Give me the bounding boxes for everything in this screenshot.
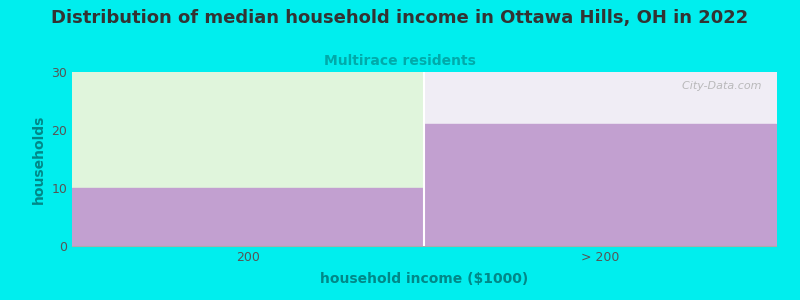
Text: Multirace residents: Multirace residents: [324, 54, 476, 68]
Y-axis label: households: households: [32, 114, 46, 204]
Text: City-Data.com: City-Data.com: [675, 81, 762, 91]
X-axis label: household income ($1000): household income ($1000): [320, 272, 528, 286]
Text: Distribution of median household income in Ottawa Hills, OH in 2022: Distribution of median household income …: [51, 9, 749, 27]
